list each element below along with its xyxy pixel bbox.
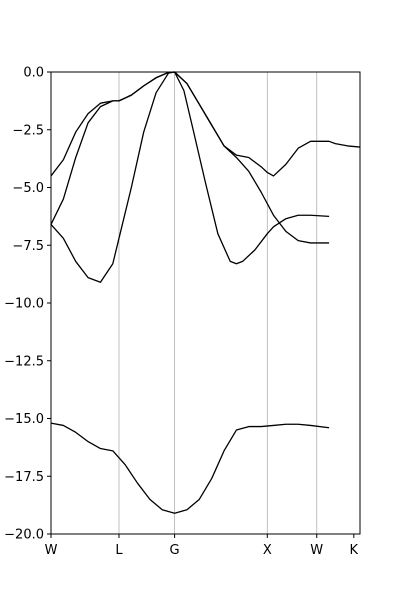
x-tick-label: W (310, 543, 323, 558)
y-tick-label: −2.5 (12, 123, 44, 138)
x-tick-label: L (115, 543, 123, 558)
y-tick-label: −20.0 (4, 528, 44, 543)
y-tick-label: −17.5 (4, 470, 44, 485)
y-tick-label: 0.0 (23, 66, 44, 81)
x-tick-label: W (45, 543, 58, 558)
band-line-2 (50, 71, 330, 244)
x-tick-label: X (263, 543, 272, 558)
x-tick-label: K (350, 543, 359, 558)
y-tick-label: −7.5 (12, 239, 44, 254)
y-tick-label: −10.0 (4, 297, 44, 312)
x-tick-label: G (170, 543, 180, 558)
y-tick-label: −5.0 (12, 181, 44, 196)
band-line-4 (50, 422, 330, 514)
band-line-1 (50, 71, 361, 177)
band-line-3 (50, 71, 330, 283)
y-tick-label: −12.5 (4, 354, 44, 369)
y-tick-label: −15.0 (4, 412, 44, 427)
